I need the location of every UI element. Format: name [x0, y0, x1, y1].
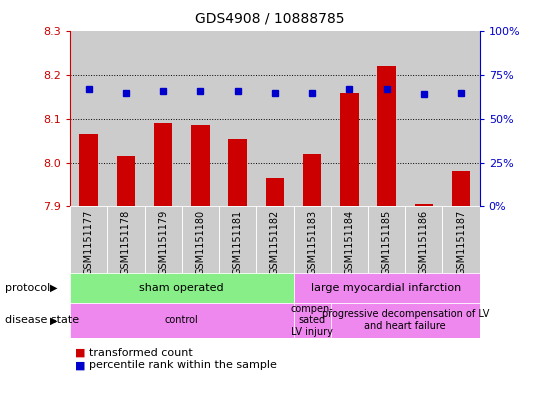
- Text: GSM1151182: GSM1151182: [270, 210, 280, 275]
- Text: GDS4908 / 10888785: GDS4908 / 10888785: [195, 12, 344, 26]
- Text: GSM1151187: GSM1151187: [456, 210, 466, 275]
- Text: disease state: disease state: [5, 315, 80, 325]
- Bar: [294, 273, 480, 303]
- Bar: [70, 31, 107, 206]
- Bar: [219, 206, 256, 273]
- Bar: [107, 206, 144, 273]
- Bar: [191, 125, 210, 206]
- Bar: [144, 31, 182, 206]
- Text: GSM1151181: GSM1151181: [233, 210, 243, 275]
- Bar: [144, 206, 182, 273]
- Bar: [294, 31, 331, 206]
- Bar: [331, 31, 368, 206]
- Text: GSM1151179: GSM1151179: [158, 210, 168, 275]
- Text: ■: ■: [75, 348, 86, 358]
- Bar: [377, 66, 396, 206]
- Text: GSM1151185: GSM1151185: [382, 210, 392, 275]
- Text: transformed count: transformed count: [89, 348, 192, 358]
- Text: large myocardial infarction: large myocardial infarction: [312, 283, 462, 293]
- Bar: [443, 206, 480, 273]
- Text: GSM1151184: GSM1151184: [344, 210, 354, 275]
- Bar: [116, 156, 135, 206]
- Text: ▶: ▶: [50, 315, 58, 325]
- Text: compen-
sated
LV injury: compen- sated LV injury: [291, 304, 334, 337]
- Text: ■: ■: [75, 360, 86, 371]
- Bar: [256, 206, 294, 273]
- Text: GSM1151186: GSM1151186: [419, 210, 429, 275]
- Text: protocol: protocol: [5, 283, 51, 293]
- Bar: [182, 31, 219, 206]
- Bar: [331, 206, 368, 273]
- Bar: [294, 303, 331, 338]
- Text: GSM1151178: GSM1151178: [121, 210, 131, 275]
- Bar: [256, 31, 294, 206]
- Text: progressive decompensation of LV
and heart failure: progressive decompensation of LV and hea…: [322, 310, 489, 331]
- Bar: [229, 139, 247, 206]
- Bar: [340, 93, 358, 206]
- Bar: [70, 273, 294, 303]
- Bar: [331, 303, 480, 338]
- Text: ▶: ▶: [50, 283, 58, 293]
- Bar: [405, 206, 443, 273]
- Bar: [303, 154, 321, 206]
- Bar: [266, 178, 284, 206]
- Bar: [107, 31, 144, 206]
- Text: GSM1151183: GSM1151183: [307, 210, 317, 275]
- Bar: [154, 123, 172, 206]
- Bar: [368, 31, 405, 206]
- Text: percentile rank within the sample: percentile rank within the sample: [89, 360, 277, 371]
- Bar: [414, 204, 433, 206]
- Text: control: control: [165, 315, 199, 325]
- Bar: [443, 31, 480, 206]
- Bar: [70, 206, 107, 273]
- Text: sham operated: sham operated: [140, 283, 224, 293]
- Bar: [70, 303, 294, 338]
- Text: GSM1151177: GSM1151177: [84, 210, 94, 275]
- Bar: [368, 206, 405, 273]
- Bar: [219, 31, 256, 206]
- Bar: [294, 206, 331, 273]
- Bar: [452, 171, 471, 206]
- Bar: [79, 134, 98, 206]
- Bar: [182, 206, 219, 273]
- Text: GSM1151180: GSM1151180: [196, 210, 205, 275]
- Bar: [405, 31, 443, 206]
